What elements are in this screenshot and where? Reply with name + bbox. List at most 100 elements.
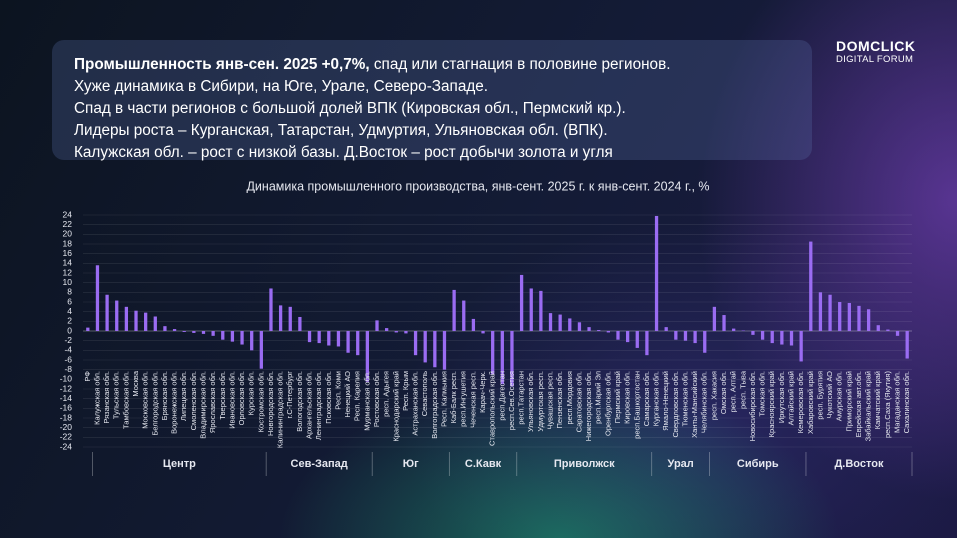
x-tick-label: Амурская обл. — [835, 371, 844, 421]
x-tick-label: г.С-Петербург — [285, 371, 294, 419]
x-tick-label: Чукотский АО — [825, 371, 834, 419]
x-tick-label: Мурманская обл. — [362, 371, 371, 431]
bar — [230, 331, 235, 342]
x-tick-label: Карач-Черк. — [478, 371, 487, 413]
x-tick-label: Владимирская обл. — [198, 371, 207, 439]
x-tick-label: Оренбургская обл. — [603, 371, 612, 436]
x-tick-label: Магаданская обл. — [893, 371, 902, 433]
y-tick-label: 8 — [67, 287, 72, 297]
x-tick-label: Калининградская обл. — [276, 371, 285, 448]
bar — [770, 331, 774, 344]
x-tick-label: Сахалинская обл. — [902, 371, 911, 433]
x-tick-label: Нижегородская обл. — [584, 371, 593, 441]
bar — [674, 331, 678, 340]
x-tick-label: Псковская обл. — [324, 371, 333, 424]
x-tick-label: Камчатский край — [873, 371, 882, 429]
y-tick-label: 16 — [63, 248, 73, 258]
bar — [587, 327, 591, 331]
bar — [124, 306, 129, 331]
bar — [529, 288, 533, 331]
x-tick-label: Ненецкий АО — [343, 371, 352, 418]
x-tick-label: Саратовская обл. — [574, 371, 583, 432]
bar — [288, 306, 292, 331]
bar — [780, 331, 784, 345]
bar — [799, 331, 803, 362]
group-label: Центр — [163, 458, 196, 470]
bar — [664, 327, 668, 331]
bar — [413, 331, 418, 356]
y-tick-label: 20 — [63, 229, 73, 239]
bar — [838, 302, 842, 331]
x-tick-label: Рязанская обл. — [102, 371, 111, 424]
x-tick-label: респ.Сев.Осетия — [507, 371, 516, 430]
y-tick-label: -18 — [60, 412, 73, 422]
y-tick-label: 2 — [67, 316, 72, 326]
bar — [105, 294, 109, 331]
x-tick-label: Приморский край — [844, 371, 853, 432]
x-tick-label: респ.Мордовия — [565, 371, 574, 425]
x-tick-label: респ.Марий Эл — [594, 371, 603, 424]
bar — [895, 331, 900, 336]
x-tick-label: Алтайский край — [786, 371, 795, 425]
y-tick-label: -14 — [60, 393, 73, 403]
bar — [201, 331, 206, 334]
x-tick-label: респ. Бурятия — [815, 371, 824, 420]
x-tick-label: Вологодская обл. — [295, 371, 304, 432]
group-label: С.Кавк — [465, 458, 502, 470]
bar — [510, 331, 514, 387]
x-tick-label: Пермский край — [613, 371, 622, 423]
bar — [95, 265, 100, 331]
x-tick-label: Иркутская обл. — [777, 371, 786, 423]
header-line: Калужская обл. – рост с низкой базы. Д.В… — [74, 144, 613, 161]
bar — [519, 274, 524, 331]
x-tick-label: Кировская обл. — [623, 371, 632, 424]
bar — [732, 328, 736, 331]
y-tick-label: 0 — [67, 325, 72, 335]
x-tick-label: Красноярский край — [767, 371, 776, 437]
bar — [722, 315, 726, 331]
y-tick-label: -10 — [60, 374, 73, 384]
bar — [134, 310, 138, 331]
bar — [886, 329, 890, 331]
header-lead: Промышленность янв-сен. 2025 +0,7%, — [74, 56, 370, 73]
x-tick-label: Свердловская обл. — [671, 371, 680, 438]
bar — [163, 326, 167, 331]
x-tick-label: Курская обл. — [247, 371, 256, 415]
bar — [452, 289, 456, 331]
bar — [172, 329, 177, 331]
y-tick-label: -2 — [64, 335, 72, 345]
x-tick-label: Севастополь — [420, 371, 429, 416]
bar — [365, 331, 370, 382]
bar — [336, 331, 341, 347]
bar — [221, 331, 225, 340]
bar — [259, 331, 263, 369]
x-tick-label: Респ. Крым — [401, 371, 410, 411]
bar — [645, 331, 649, 356]
y-tick-label: -8 — [64, 364, 72, 374]
bar — [654, 215, 659, 331]
x-tick-label: Удмуртская респ. — [536, 371, 545, 432]
bar — [693, 331, 697, 344]
x-tick-label: Чувашская респ. — [546, 371, 555, 430]
bar — [857, 305, 861, 331]
bar — [375, 320, 379, 331]
x-tick-label: Белгородская обл. — [150, 371, 159, 436]
x-tick-label: Чеченская респ. — [468, 371, 477, 428]
x-tick-label: Архангельская обл. — [305, 371, 314, 439]
bar — [558, 314, 562, 331]
x-tick-label: Ханты-Мансийский — [690, 371, 699, 438]
chart-title: Динамика промышленного производства, янв… — [246, 179, 709, 193]
x-tick-label: Еврейская авт.обл. — [854, 371, 863, 437]
header-line: Хуже динамика в Сибири, на Юге, Урале, С… — [74, 78, 489, 95]
x-tick-label: Астраханская обл. — [411, 371, 420, 436]
group-label: Сибирь — [737, 458, 779, 470]
x-tick-label: Волгоградская обл. — [430, 371, 439, 439]
x-tick-label: Калужская обл. — [92, 371, 101, 425]
x-tick-label: респ. Алтай — [729, 371, 738, 412]
bar — [115, 300, 119, 331]
y-tick-label: -4 — [64, 345, 72, 355]
bar — [307, 331, 312, 343]
bar — [327, 331, 331, 346]
bar — [703, 331, 707, 353]
